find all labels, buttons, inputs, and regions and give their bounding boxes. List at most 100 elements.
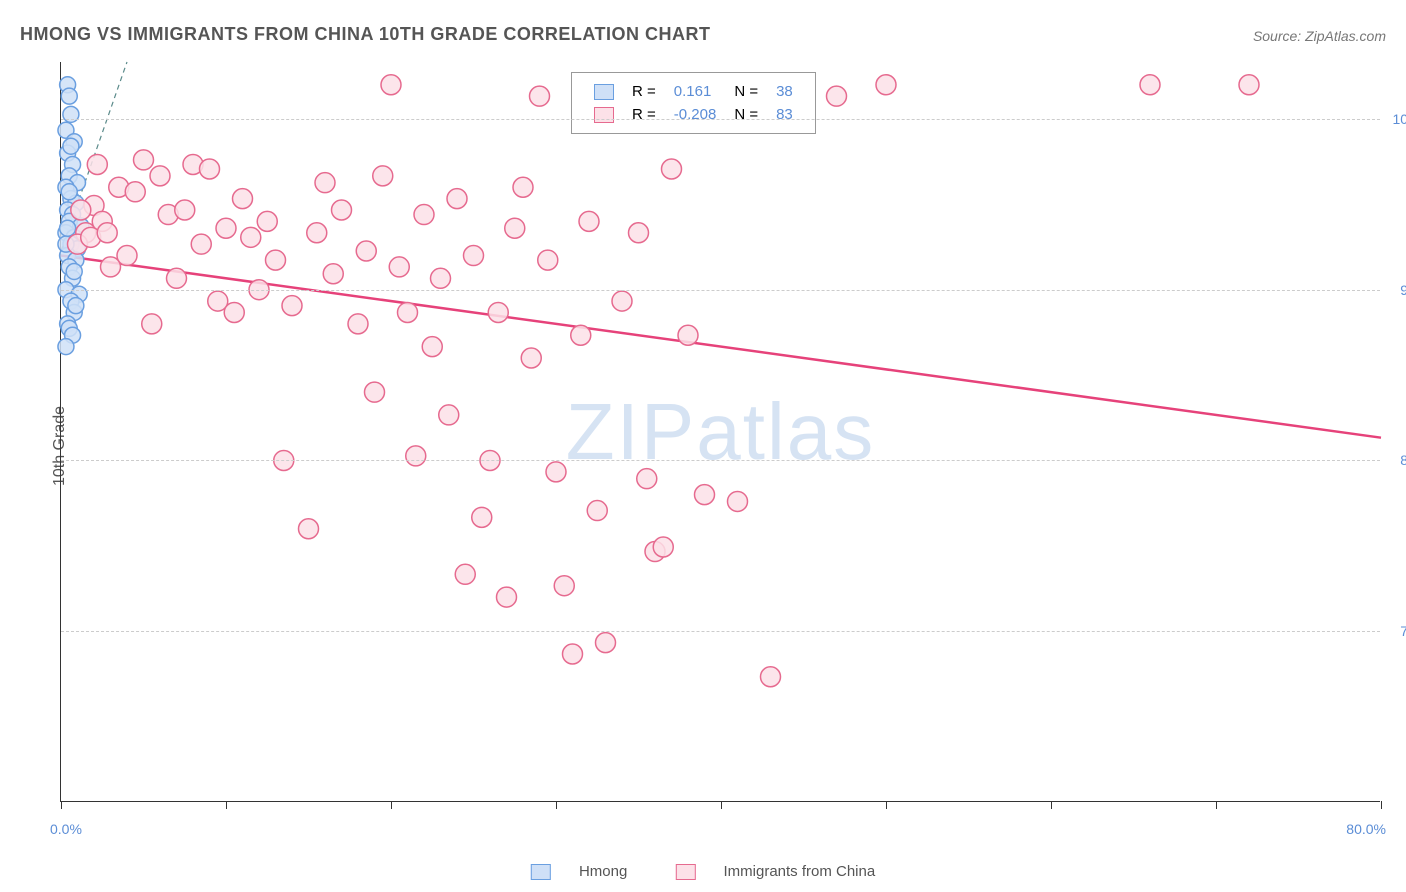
data-point (662, 159, 682, 179)
data-point (513, 177, 533, 197)
data-point (596, 633, 616, 653)
data-point (315, 173, 335, 193)
data-point (373, 166, 393, 186)
data-point (431, 268, 451, 288)
x-tick (391, 801, 392, 809)
x-tick (226, 801, 227, 809)
data-point (464, 246, 484, 266)
x-tick (886, 801, 887, 809)
chart-svg (61, 62, 1380, 801)
data-point (381, 75, 401, 95)
y-tick-label: 100.0% (1393, 111, 1406, 127)
data-point (447, 189, 467, 209)
data-point (406, 446, 426, 466)
data-point (579, 211, 599, 231)
legend-r-label: R = (624, 104, 664, 125)
legend-swatch (594, 107, 614, 123)
data-point (455, 564, 475, 584)
data-point (241, 227, 261, 247)
x-tick (1381, 801, 1382, 809)
legend-n-value: 38 (768, 81, 801, 102)
data-point (150, 166, 170, 186)
data-point (97, 223, 117, 243)
gridline-h (61, 460, 1380, 461)
y-tick-label: 85.0% (1400, 452, 1406, 468)
data-point (216, 218, 236, 238)
data-point (142, 314, 162, 334)
legend-swatch (594, 84, 614, 100)
data-point (728, 491, 748, 511)
data-point (472, 507, 492, 527)
data-point (653, 537, 673, 557)
data-point (389, 257, 409, 277)
data-point (61, 88, 77, 104)
legend-item: Immigrants from China (663, 863, 887, 880)
y-tick-label: 92.5% (1400, 282, 1406, 298)
data-point (167, 268, 187, 288)
data-point (563, 644, 583, 664)
data-point (68, 298, 84, 314)
data-point (332, 200, 352, 220)
legend-r-label: R = (624, 81, 664, 102)
data-point (299, 519, 319, 539)
y-tick-label: 77.5% (1400, 623, 1406, 639)
data-point (439, 405, 459, 425)
data-point (224, 302, 244, 322)
data-point (587, 501, 607, 521)
x-tick (1216, 801, 1217, 809)
data-point (629, 223, 649, 243)
data-point (66, 263, 82, 279)
data-point (571, 325, 591, 345)
data-point (282, 296, 302, 316)
legend-r-value: -0.208 (666, 104, 725, 125)
data-point (307, 223, 327, 243)
chart-title: HMONG VS IMMIGRANTS FROM CHINA 10TH GRAD… (20, 24, 711, 45)
data-point (61, 184, 77, 200)
data-point (554, 576, 574, 596)
legend-row: R =-0.208N =83 (586, 104, 801, 125)
x-tick (556, 801, 557, 809)
data-point (546, 462, 566, 482)
legend-swatch (531, 864, 551, 880)
data-point (521, 348, 541, 368)
data-point (356, 241, 376, 261)
x-axis-max-label: 80.0% (1346, 821, 1386, 837)
data-point (233, 189, 253, 209)
data-point (761, 667, 781, 687)
data-point (530, 86, 550, 106)
data-point (125, 182, 145, 202)
data-point (87, 154, 107, 174)
x-tick (721, 801, 722, 809)
data-point (637, 469, 657, 489)
data-point (827, 86, 847, 106)
data-point (538, 250, 558, 270)
data-point (266, 250, 286, 270)
series-legend: Hmong Immigrants from China (507, 863, 899, 880)
data-point (257, 211, 277, 231)
correlation-legend: R =0.161N =38R =-0.208N =83 (571, 72, 816, 134)
data-point (695, 485, 715, 505)
legend-r-value: 0.161 (666, 81, 725, 102)
legend-n-label: N = (726, 81, 766, 102)
legend-n-label: N = (726, 104, 766, 125)
x-axis-min-label: 0.0% (50, 821, 82, 837)
gridline-h (61, 631, 1380, 632)
data-point (505, 218, 525, 238)
data-point (191, 234, 211, 254)
data-point (117, 246, 137, 266)
gridline-h (61, 290, 1380, 291)
plot-area: ZIPatlas R =0.161N =38R =-0.208N =83 77.… (60, 62, 1380, 802)
source-attribution: Source: ZipAtlas.com (1253, 28, 1386, 44)
x-tick (61, 801, 62, 809)
legend-row: R =0.161N =38 (586, 81, 801, 102)
data-point (200, 159, 220, 179)
data-point (497, 587, 517, 607)
data-point (175, 200, 195, 220)
x-tick (1051, 801, 1052, 809)
legend-item: Hmong (519, 863, 640, 880)
legend-swatch (675, 864, 695, 880)
data-point (60, 220, 76, 236)
data-point (365, 382, 385, 402)
data-point (876, 75, 896, 95)
legend-label: Hmong (579, 863, 627, 880)
